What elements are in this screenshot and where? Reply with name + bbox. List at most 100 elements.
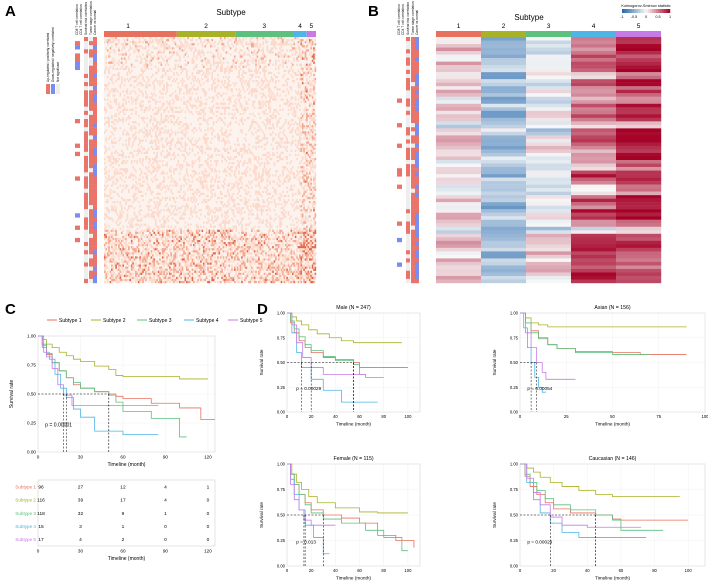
panel-a-heatmap-cell — [245, 174, 247, 177]
panel-a-heatmap-cell — [283, 69, 286, 73]
panel-a-heatmap-cell — [169, 229, 171, 232]
panel-a-heatmap-cell — [287, 127, 290, 130]
panel-a-heatmap-cell — [277, 246, 280, 249]
panel-a-heatmap-cell — [265, 125, 267, 128]
panel-a-heatmap-cell — [112, 162, 115, 165]
panel-a-heatmap-cell — [276, 182, 279, 185]
panel-a-heatmap-cell — [183, 244, 185, 247]
panel-a-heatmap-cell — [235, 49, 238, 52]
panel-a-heatmap-cell — [125, 90, 127, 93]
panel-a-heatmap-cell — [113, 63, 116, 66]
panel-a-heatmap-cell — [260, 235, 263, 239]
panel-a-heatmap-cell — [105, 186, 108, 189]
panel-a-heatmap-cell — [156, 135, 158, 138]
panel-a-heatmap-cell — [313, 178, 315, 181]
panel-a-heatmap-cell — [137, 248, 140, 251]
panel-a-heatmap-cell — [180, 121, 182, 124]
panel-a-heatmap-cell — [204, 90, 206, 93]
panel-a-heatmap-cell — [116, 73, 119, 77]
panel-a-heatmap-cell — [205, 102, 208, 105]
panel-a-heatmap-cell — [262, 80, 264, 83]
panel-a-heatmap-cell — [156, 178, 158, 181]
panel-a-heatmap-cell — [125, 172, 127, 175]
panel-a-heatmap-cell — [157, 51, 160, 54]
panel-a-heatmap-cell — [204, 180, 206, 183]
panel-a-heatmap-cell — [191, 188, 194, 191]
panel-a-heatmap-cell — [154, 211, 157, 214]
panel-a-heatmap-cell — [177, 73, 180, 77]
panel-a-heatmap-cell — [299, 47, 301, 50]
panel-a-heatmap-cell — [304, 57, 307, 60]
panel-a-heatmap-cell — [279, 51, 281, 54]
panel-a-heatmap-cell — [250, 75, 253, 79]
panel-a-heatmap-cell — [120, 162, 123, 165]
panel-a-heatmap-cell — [311, 205, 314, 208]
panel-a-heatmap-cell — [265, 153, 267, 157]
panel-a-heatmap-cell — [198, 180, 201, 183]
panel-a-heatmap-cell — [253, 235, 256, 239]
panel-a-heatmap-cell — [169, 147, 171, 150]
panel-a-heatmap-cell — [253, 43, 256, 46]
panel-a-heatmap-cell — [183, 153, 185, 157]
panel-a-heatmap-cell — [170, 244, 173, 247]
panel-a-heatmap-cell — [267, 229, 270, 232]
panel-a-heatmap-cell — [286, 78, 288, 81]
panel-a-heatmap-cell — [294, 143, 297, 146]
panel-a-heatmap-cell — [269, 61, 271, 64]
panel-a-heatmap-cell — [178, 178, 181, 181]
panel-a-heatmap-cell — [146, 213, 149, 216]
panel-a-heatmap-cell — [204, 160, 206, 163]
panel-a-heatmap-cell — [311, 190, 314, 193]
panel-a-heatmap-cell — [111, 139, 113, 142]
panel-a-heatmap-cell — [265, 84, 267, 87]
panel-a-heatmap-cell — [170, 229, 173, 232]
panel-a-heatmap-cell — [142, 131, 144, 134]
panel-a-heatmap-cell — [208, 106, 211, 109]
panel-a-heatmap-cell — [146, 55, 149, 58]
panel-a-heatmap-cell — [273, 190, 276, 193]
panel-a-heatmap-cell — [128, 67, 130, 70]
panel-a-heatmap-cell — [215, 67, 218, 70]
panel-a-heatmap-cell — [129, 78, 132, 81]
panel-a-heatmap-cell — [314, 184, 317, 187]
panel-a-heatmap-cell — [195, 237, 198, 241]
panel-a-heatmap-cell — [241, 231, 243, 234]
panel-a-heatmap-cell — [212, 235, 215, 239]
panel-a-heatmap-cell — [128, 143, 130, 146]
panel-a-heatmap-cell — [208, 239, 211, 243]
panel-a-heatmap-cell — [166, 84, 168, 87]
panel-a-heatmap-cell — [126, 37, 129, 40]
panel-a-heatmap-cell — [194, 47, 197, 50]
panel-a-heatmap-cell — [258, 190, 260, 193]
panel-a-heatmap-cell — [125, 176, 127, 179]
panel-a-heatmap-cell — [106, 94, 109, 97]
panel-a-heatmap-cell — [177, 110, 180, 114]
panel-a-heatmap-cell — [198, 123, 201, 126]
panel-a-heatmap-cell — [125, 155, 127, 159]
panel-a-heatmap-cell — [184, 141, 187, 144]
panel-a-heatmap-cell — [188, 229, 191, 232]
panel-a-heatmap-cell — [156, 129, 158, 132]
panel-a-heatmap-cell — [310, 119, 312, 122]
panel-a-heatmap-cell — [282, 190, 284, 193]
panel-a-heatmap-cell — [154, 125, 157, 128]
panel-a-heatmap-cell — [126, 88, 129, 91]
panel-a-heatmap-cell — [308, 186, 311, 189]
panel-a-heatmap-cell — [225, 67, 228, 70]
panel-a-heatmap-cell — [195, 63, 198, 66]
panel-a-heatmap-cell — [133, 184, 136, 187]
panel-a-heatmap-cell — [253, 49, 256, 52]
panel-a-heatmap-cell — [187, 239, 189, 243]
panel-a-heatmap-cell — [136, 55, 139, 58]
panel-a-heatmap-cell — [183, 102, 185, 105]
panel-a-heatmap-cell — [173, 123, 175, 126]
panel-a-heatmap-cell — [306, 225, 308, 228]
panel-a-heatmap-cell — [250, 180, 253, 183]
panel-a-heatmap-cell — [214, 41, 216, 44]
panel-a-heatmap-cell — [215, 248, 218, 251]
panel-a-heatmap-cell — [241, 248, 243, 251]
panel-a-heatmap-cell — [184, 198, 187, 202]
panel-a-heatmap-cell — [113, 246, 116, 249]
panel-a-heatmap-cell — [304, 133, 307, 136]
panel-a-heatmap-cell — [246, 53, 249, 56]
